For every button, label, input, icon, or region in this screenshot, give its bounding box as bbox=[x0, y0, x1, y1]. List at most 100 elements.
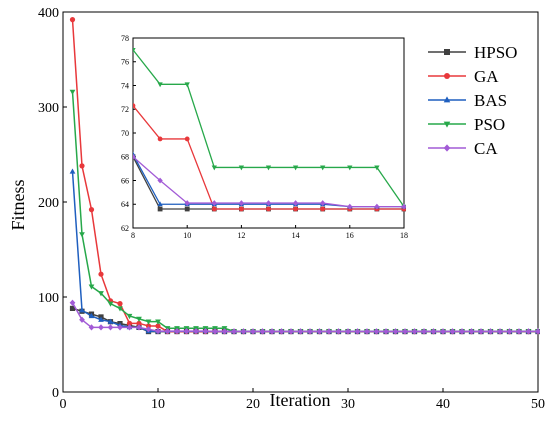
inset-x-tick-label: 12 bbox=[237, 231, 245, 240]
inset-point-ca bbox=[133, 153, 136, 160]
inset-y-tick-label: 66 bbox=[121, 176, 129, 185]
point-pso bbox=[136, 316, 142, 322]
inset-point-ga bbox=[133, 103, 136, 109]
point-ca bbox=[449, 328, 456, 335]
point-pso bbox=[79, 232, 85, 238]
inset-point-ca bbox=[238, 200, 245, 206]
inset-point-ca bbox=[265, 200, 272, 206]
point-ca bbox=[354, 328, 361, 335]
point-bas bbox=[69, 168, 76, 174]
point-ca bbox=[316, 328, 323, 335]
legend-marker-pso bbox=[443, 121, 451, 128]
legend-marker-hpso bbox=[444, 49, 450, 55]
series-group bbox=[69, 17, 540, 335]
point-ca bbox=[430, 328, 437, 335]
inset-y-tick-label: 72 bbox=[121, 105, 129, 114]
point-ca bbox=[326, 328, 332, 335]
inset-x-tick-label: 10 bbox=[183, 231, 191, 240]
inset-point-pso bbox=[157, 82, 163, 88]
point-bas bbox=[98, 316, 104, 322]
point-ca bbox=[440, 328, 446, 335]
inset-y-tick-label: 62 bbox=[121, 224, 129, 233]
point-bas bbox=[79, 307, 85, 313]
inset-x-tick-label: 16 bbox=[346, 231, 354, 240]
point-ca bbox=[373, 328, 380, 335]
inset-point-ca bbox=[184, 200, 190, 206]
point-ga bbox=[98, 271, 104, 277]
point-ga bbox=[136, 320, 142, 326]
point-ca bbox=[240, 328, 247, 335]
point-pso bbox=[107, 301, 114, 307]
point-ca bbox=[525, 328, 532, 335]
inset-x-tick-label: 18 bbox=[400, 231, 408, 240]
inset-point-ga bbox=[184, 136, 190, 142]
inset-y-tick-label: 76 bbox=[121, 58, 129, 67]
inset-point-ca bbox=[292, 200, 299, 206]
point-ca bbox=[202, 327, 209, 335]
point-ca bbox=[497, 328, 503, 335]
legend-marker-ga bbox=[444, 73, 450, 79]
series-line-ca bbox=[71, 302, 538, 333]
legend-label-hpso: HPSO bbox=[474, 43, 517, 62]
inset-point-bas bbox=[157, 201, 163, 207]
inset-point-ga bbox=[266, 206, 271, 212]
point-ca bbox=[136, 324, 142, 331]
point-ca bbox=[402, 328, 408, 335]
inset-point-ga bbox=[211, 206, 217, 212]
legend-label-bas: BAS bbox=[474, 91, 507, 110]
point-ca bbox=[88, 324, 95, 331]
inset-point-ga bbox=[320, 206, 326, 212]
inset-point-ca bbox=[374, 203, 380, 210]
point-ca bbox=[506, 328, 513, 335]
point-ca bbox=[155, 327, 161, 335]
inset-point-pso bbox=[238, 165, 245, 171]
point-ga bbox=[79, 163, 85, 169]
x-tick-label: 10 bbox=[151, 397, 165, 412]
point-ca bbox=[288, 328, 294, 335]
y-tick-label: 200 bbox=[38, 196, 59, 211]
x-axis-label: Iteration bbox=[270, 390, 331, 410]
point-ca bbox=[364, 328, 370, 335]
x-tick-label: 30 bbox=[341, 397, 355, 412]
point-ca bbox=[535, 328, 540, 335]
point-ca bbox=[107, 324, 114, 331]
point-ca bbox=[307, 328, 313, 335]
y-tick-label: 0 bbox=[52, 386, 59, 401]
point-ga bbox=[69, 17, 76, 23]
inset-point-pso bbox=[292, 165, 299, 171]
point-ca bbox=[193, 327, 199, 335]
point-ca bbox=[411, 328, 418, 335]
y-axis-label: Fitness bbox=[8, 179, 28, 230]
inset-x-tick-label: 8 bbox=[131, 231, 135, 240]
legend-label-ga: GA bbox=[474, 67, 499, 86]
inset-point-ga bbox=[293, 206, 298, 212]
x-tick-label: 50 bbox=[531, 397, 545, 412]
point-ca bbox=[392, 328, 399, 335]
inset-y-tick-label: 78 bbox=[121, 34, 129, 43]
point-pso bbox=[126, 313, 133, 320]
point-ca bbox=[383, 328, 389, 335]
y-tick-label: 300 bbox=[38, 101, 59, 116]
point-ca bbox=[212, 328, 218, 335]
point-ca bbox=[297, 328, 304, 335]
inset-point-hpso bbox=[184, 206, 190, 212]
inset-point-ga bbox=[239, 206, 244, 212]
point-ca bbox=[487, 328, 494, 335]
point-ca bbox=[345, 328, 351, 335]
y-tick-label: 100 bbox=[38, 291, 59, 306]
point-ga bbox=[88, 207, 95, 213]
point-ca bbox=[79, 316, 85, 323]
point-ca bbox=[174, 327, 180, 335]
point-ca bbox=[259, 328, 266, 335]
point-pso bbox=[145, 319, 152, 325]
point-ca bbox=[335, 328, 342, 335]
main-series bbox=[69, 17, 540, 335]
inset-y-tick-label: 74 bbox=[121, 81, 129, 90]
inset-x-tick-label: 14 bbox=[292, 231, 300, 240]
x-tick-label: 20 bbox=[246, 397, 260, 412]
inset-point-ca bbox=[401, 203, 406, 210]
point-ca bbox=[126, 324, 133, 331]
point-ca bbox=[459, 328, 465, 335]
inset-point-pso bbox=[320, 165, 326, 171]
point-pso bbox=[88, 284, 95, 290]
